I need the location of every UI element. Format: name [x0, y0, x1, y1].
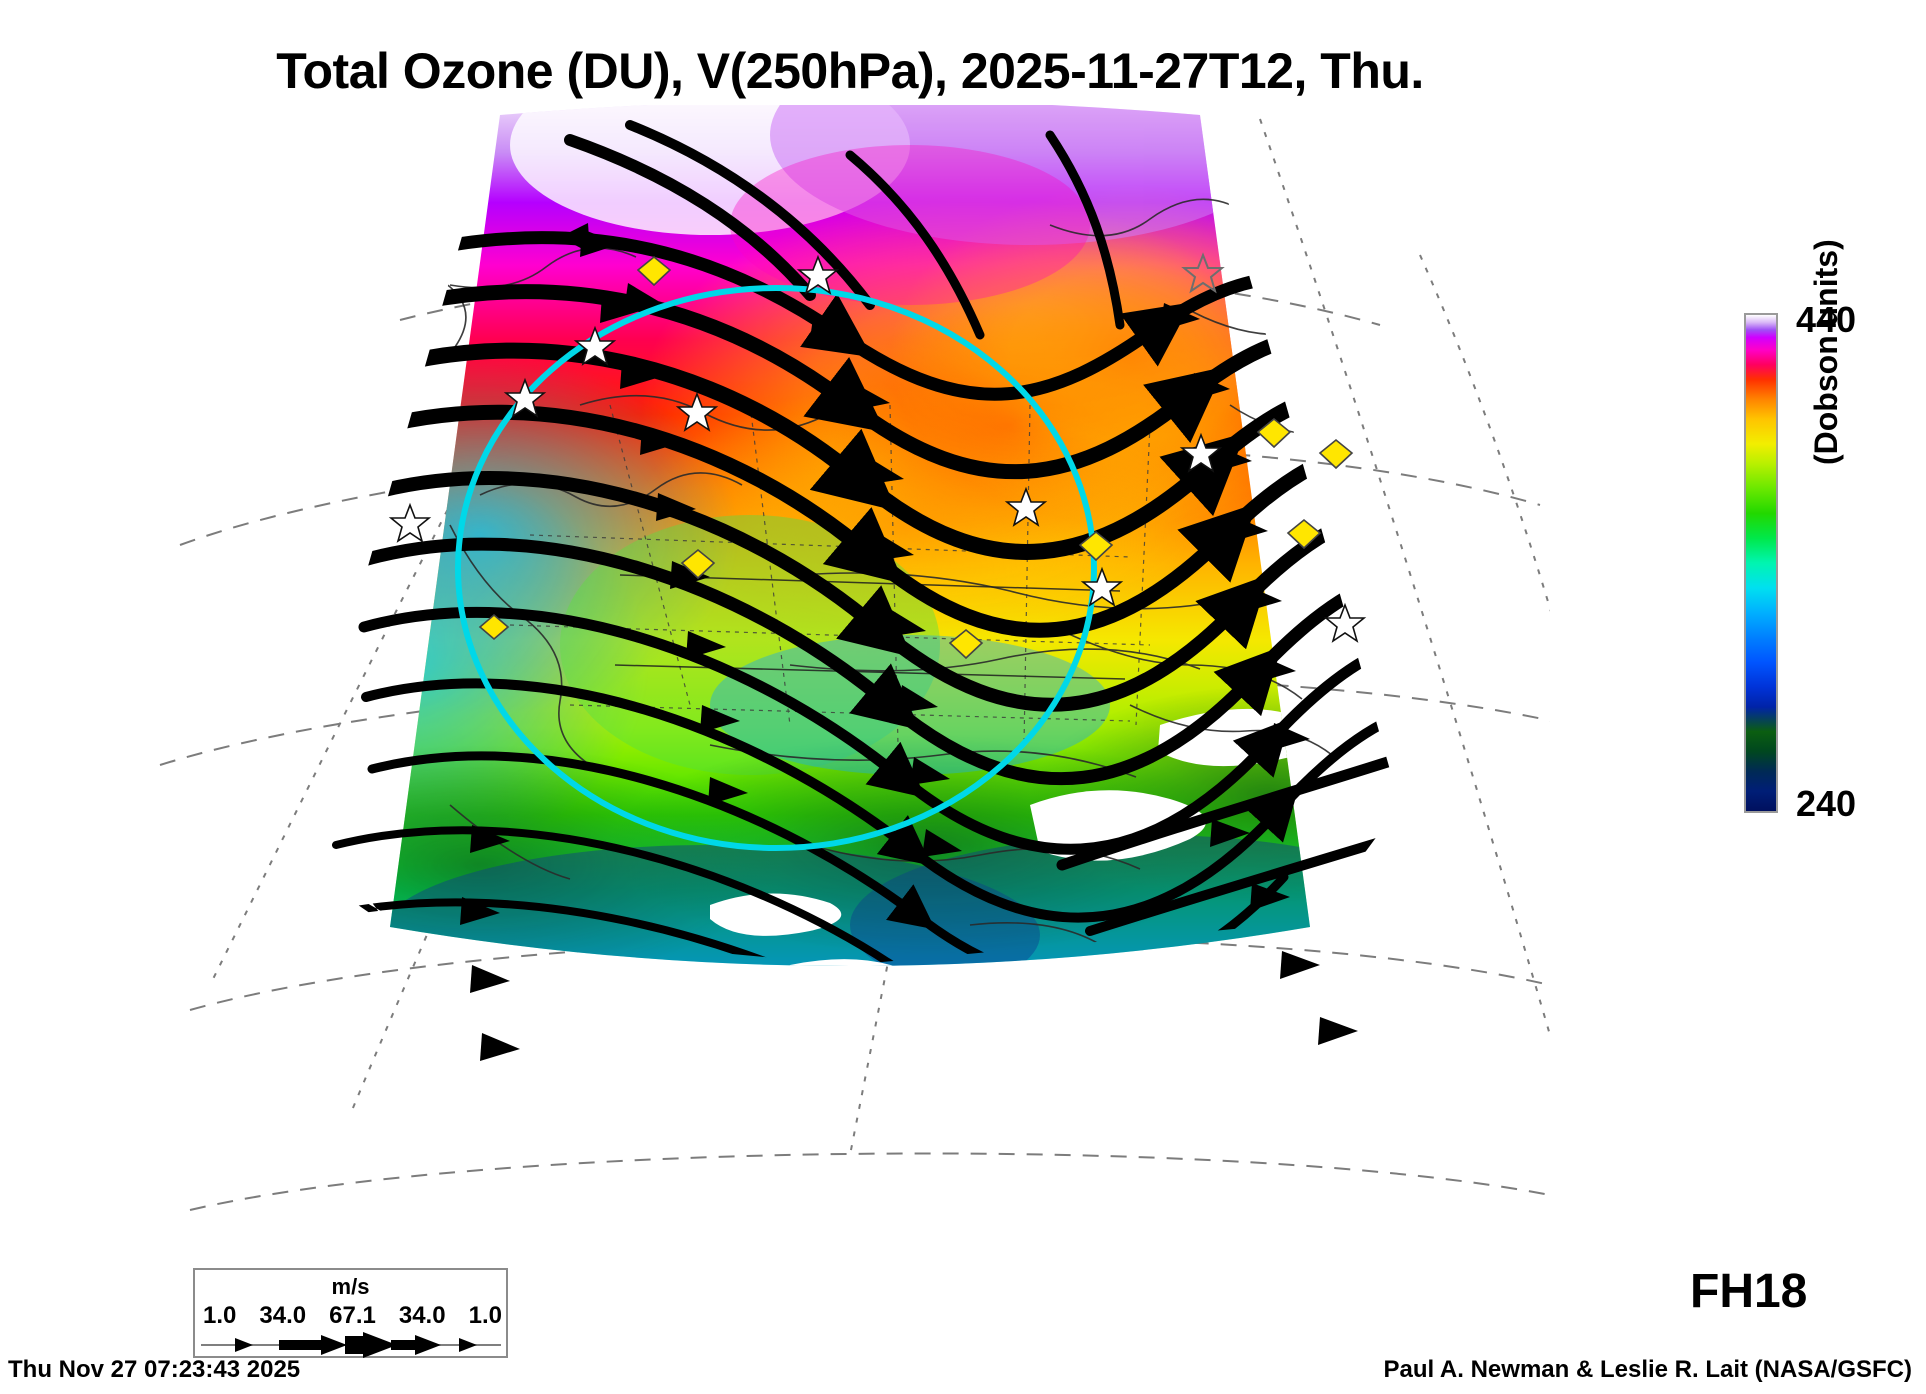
streamline-arrowheads	[460, 223, 1358, 1061]
colorbar-max-label: 440	[1796, 299, 1857, 340]
wind-legend-unit: m/s	[331, 1274, 370, 1299]
station-markers	[388, 252, 1367, 660]
wind-arrow-scale-icon	[201, 1332, 501, 1358]
forecast-hour-label: FH18	[1690, 1265, 1808, 1318]
page-title: Total Ozone (DU), V(250hPa), 2025-11-27T…	[276, 43, 1424, 99]
colorbar-axis-title: (Dobson units)	[1808, 239, 1844, 465]
wind-legend-values: 1.0 34.0 67.1 34.0 1.0	[203, 1302, 502, 1330]
ozone-map-panel	[150, 105, 1550, 1265]
generation-timestamp: Thu Nov 27 07:23:43 2025	[8, 1356, 301, 1383]
wind-value-4: 1.0	[468, 1302, 502, 1329]
ozone-map	[159, 105, 1550, 1211]
wind-value-0: 1.0	[203, 1302, 237, 1329]
colorbar: 440 240 (Dobson units)	[1744, 239, 1904, 824]
wind-value-1: 34.0	[259, 1302, 307, 1329]
colorbar-gradient	[1744, 313, 1778, 813]
wind-value-3: 34.0	[398, 1302, 446, 1329]
wind-value-2: 67.1	[329, 1302, 376, 1329]
author-credit: Paul A. Newman & Leslie R. Lait (NASA/GS…	[1383, 1356, 1912, 1383]
region-of-interest-circle	[455, 285, 1097, 851]
site-diamonds	[478, 255, 1354, 660]
wind-speed-legend: m/s 1.0 34.0 67.1 34.0 1.0	[193, 1268, 508, 1358]
colorbar-min-label: 240	[1796, 783, 1857, 824]
